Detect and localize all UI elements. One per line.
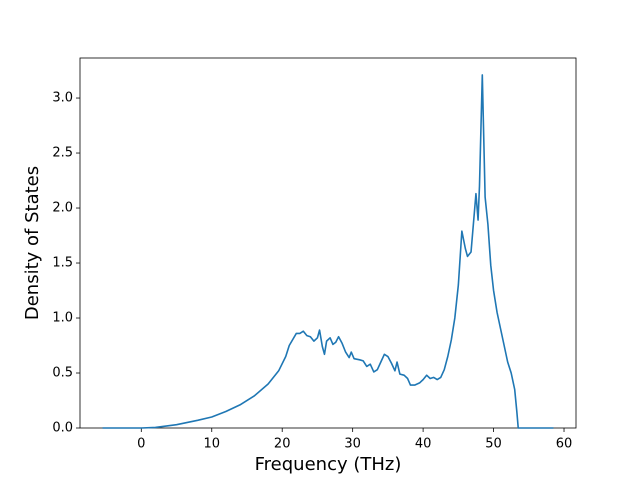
y-tick-label: 3.0 [52,91,73,106]
x-tick-label: 30 [344,437,361,452]
plot-frame [79,57,577,429]
x-axis-label: Frequency (THz) [255,454,402,475]
y-tick-label: 2.0 [52,201,73,216]
x-tick-label: 60 [556,437,573,452]
x-tick-label: 10 [203,437,220,452]
y-tick-label: 0.5 [52,366,73,381]
x-tick-label: 0 [137,437,145,452]
y-tick-label: 0.0 [52,421,73,436]
x-tick-label: 40 [415,437,432,452]
dos-line [102,74,554,429]
y-tick-label: 2.5 [52,146,73,161]
y-axis-label: Density of States [22,166,43,320]
y-tick-label: 1.0 [52,311,73,326]
x-tick-label: 20 [274,437,291,452]
y-tick-label: 1.5 [52,256,73,271]
x-tick-label: 50 [485,437,502,452]
